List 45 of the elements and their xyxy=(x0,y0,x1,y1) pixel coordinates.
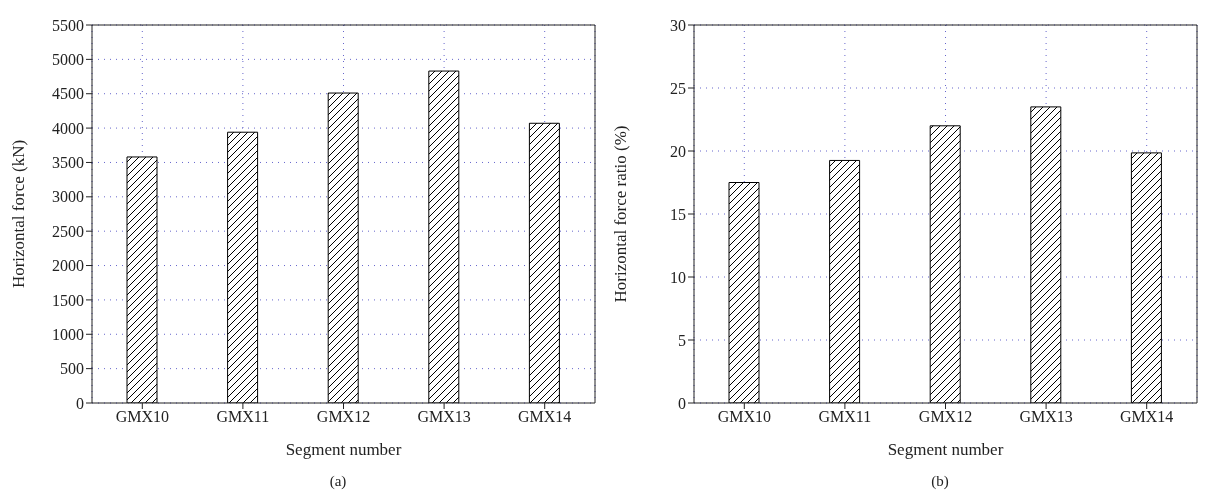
text: (b) xyxy=(930,473,950,490)
text: (a) xyxy=(328,473,348,490)
y-tick-label: 1000 xyxy=(52,325,84,343)
y-tick-label: 30 xyxy=(670,16,686,34)
x-tick-label: GMX13 xyxy=(417,408,471,426)
x-tick-label: GMX12 xyxy=(316,408,371,426)
bar xyxy=(829,159,861,403)
y-tick-label: 20 xyxy=(670,142,686,160)
bar xyxy=(1030,106,1062,403)
x-axis-title: Segment number xyxy=(285,440,402,459)
x-axis-title: Segment number xyxy=(887,440,1004,459)
y-axis-title: Horizontal force (kN) xyxy=(9,139,29,289)
bar xyxy=(728,182,760,403)
y-tick-label: 3000 xyxy=(52,188,84,206)
x-tick-label: GMX10 xyxy=(717,408,771,426)
y-tick-label: 5500 xyxy=(52,16,84,34)
y-tick-label: 2000 xyxy=(52,257,84,275)
bar xyxy=(227,131,259,403)
y-tick-label: 2500 xyxy=(52,222,84,240)
x-tick-label: GMX11 xyxy=(216,408,270,426)
bar xyxy=(428,70,460,403)
y-tick-label: 3500 xyxy=(52,154,84,172)
x-tick-label: GMX10 xyxy=(115,408,169,426)
y-tick-label: 5000 xyxy=(52,51,84,69)
y-tick-label: 25 xyxy=(670,79,686,97)
x-tick-label: GMX11 xyxy=(818,408,872,426)
y-tick-label: 4500 xyxy=(52,85,84,103)
y-tick-label: 4000 xyxy=(52,119,84,137)
bar xyxy=(126,156,158,403)
x-tick-label: GMX12 xyxy=(918,408,973,426)
y-tick-label: 0 xyxy=(678,394,686,412)
bar xyxy=(528,122,560,403)
x-tick-label: GMX14 xyxy=(518,408,572,426)
y-tick-label: 1500 xyxy=(52,291,84,309)
y-axis-title: Horizontal force ratio (%) xyxy=(611,125,631,303)
bar xyxy=(1130,152,1162,403)
x-tick-label: GMX13 xyxy=(1019,408,1073,426)
y-tick-label: 500 xyxy=(60,360,84,378)
bar xyxy=(929,125,961,403)
y-tick-label: 5 xyxy=(678,331,686,349)
x-tick-label: GMX14 xyxy=(1120,408,1174,426)
y-tick-label: 10 xyxy=(670,268,686,286)
y-tick-label: 15 xyxy=(670,205,686,223)
bar xyxy=(327,92,359,403)
y-tick-label: 0 xyxy=(76,394,84,412)
